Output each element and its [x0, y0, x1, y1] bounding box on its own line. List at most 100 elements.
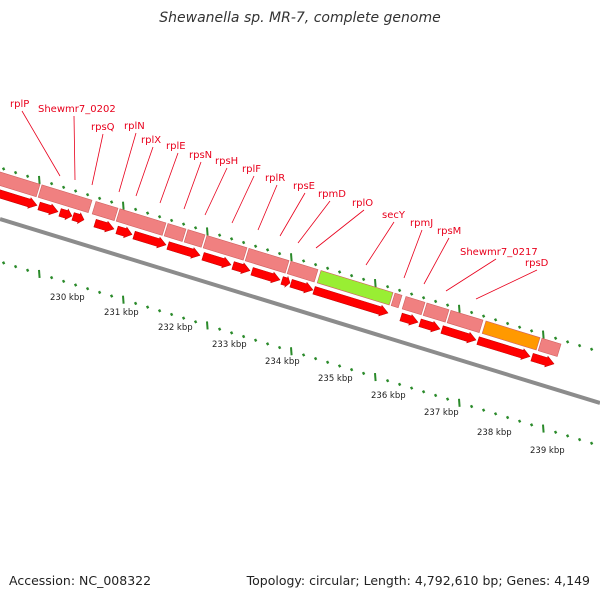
outer-tick	[433, 299, 438, 304]
gene-label-rpsN: rpsN	[189, 150, 212, 161]
gene-arrow	[115, 225, 133, 239]
inner-tick	[181, 316, 186, 320]
outer-tick	[325, 266, 330, 271]
gene-arrow	[71, 212, 85, 225]
feature-box	[446, 309, 484, 333]
outer-tick	[409, 292, 414, 296]
feature-box	[537, 337, 562, 357]
outer-tick	[493, 318, 498, 322]
gene-arrow	[280, 275, 291, 288]
inner-tick	[301, 353, 306, 357]
inner-tick	[97, 290, 102, 295]
inner-tick	[290, 347, 293, 356]
gene-label-Shewmr7_0202: Shewmr7_0202	[38, 104, 116, 115]
leader-line	[297, 200, 331, 244]
outer-tick	[133, 207, 138, 212]
inner-tick	[265, 342, 270, 346]
inner-tick	[169, 312, 174, 317]
leader-line	[365, 221, 395, 266]
outer-tick	[206, 227, 209, 236]
gene-label-rplR: rplR	[265, 173, 285, 184]
inner-tick	[349, 367, 354, 372]
leader-line	[204, 167, 228, 216]
gene-arrow	[399, 312, 419, 326]
gene-label-Shewmr7_0217: Shewmr7_0217	[460, 247, 538, 258]
inner-tick	[253, 338, 258, 342]
gene-labels: rplP Shewmr7_0202 rpsQ rplN rplX rplErpsNrpsH…	[10, 99, 549, 269]
gene-arrow	[440, 325, 477, 344]
outer-tick	[145, 211, 150, 215]
inner-tick	[361, 371, 366, 376]
leader-line	[279, 192, 306, 237]
gene-label-rpsH: rpsH	[215, 156, 238, 167]
gene-arrow	[250, 267, 281, 284]
inner-tick	[313, 356, 318, 361]
kbp-label: 238 kbp	[477, 428, 512, 438]
inner-tick	[445, 397, 450, 401]
feature-box	[91, 201, 119, 221]
inner-tick	[13, 264, 18, 269]
outer-tick	[38, 175, 41, 185]
gene-arrow	[0, 188, 38, 209]
kbp-label: 232 kbp	[158, 323, 193, 333]
topology-text: Topology: circular; Length: 4,792,610 bp…	[246, 573, 590, 588]
outer-tick	[385, 284, 390, 289]
inner-tick	[421, 389, 426, 394]
outer-tick	[517, 325, 522, 329]
inner-tick	[325, 360, 330, 365]
gene-arrow	[231, 261, 251, 274]
gene-arrow	[58, 208, 73, 221]
outer-tick	[337, 270, 342, 274]
inner-tick	[458, 398, 461, 407]
inner-tick	[493, 412, 498, 416]
feature-box	[422, 302, 450, 323]
gene-label-rplP: rplP	[10, 99, 29, 110]
kbp-label: 231 kbp	[104, 308, 139, 318]
gene-arrow	[93, 219, 115, 233]
genome-title: Shewanella sp. MR-7, complete genome	[159, 10, 441, 26]
leader-line	[21, 110, 61, 177]
gene-arrow	[289, 279, 314, 294]
kbp-label: 234 kbp	[265, 357, 300, 367]
leader-line	[73, 115, 76, 181]
inner-tick	[277, 345, 282, 350]
outer-tick	[265, 248, 270, 252]
inner-tick	[241, 334, 246, 339]
outer-tick	[529, 329, 534, 333]
inner-tick	[385, 378, 390, 383]
inner-tick	[145, 305, 150, 309]
leader-line	[159, 152, 179, 204]
inner-tick	[229, 331, 234, 335]
inner-tick	[397, 382, 402, 387]
kbp-label: 239 kbp	[530, 446, 565, 456]
outer-tick	[277, 251, 282, 256]
outer-tick	[229, 237, 234, 241]
gene-arrow	[476, 336, 531, 360]
inner-tick-ring	[1, 261, 594, 445]
inner-tick	[481, 408, 486, 412]
gene-label-rpmJ: rpmJ	[410, 218, 433, 229]
feature-box	[244, 247, 290, 274]
inner-tick	[61, 279, 66, 284]
outer-tick	[565, 340, 570, 344]
gene-label-rpsQ: rpsQ	[91, 122, 115, 133]
feature-box	[115, 208, 167, 236]
inner-tick	[85, 286, 90, 291]
outer-tick	[589, 347, 594, 351]
outer-tick	[253, 244, 258, 248]
leader-line	[315, 209, 365, 249]
inner-tick	[517, 419, 522, 423]
inner-tick	[1, 261, 6, 265]
label-leaders	[21, 110, 538, 300]
kbp-label: 236 kbp	[371, 391, 406, 401]
outer-tick	[542, 330, 545, 339]
outer-tick	[421, 295, 426, 300]
feature-box	[163, 223, 187, 242]
outer-tick	[481, 314, 486, 318]
outer-tick	[122, 201, 125, 210]
gene-arrows	[0, 188, 555, 368]
leader-line	[135, 146, 154, 197]
gene-arrow	[166, 241, 201, 259]
inner-tick	[565, 434, 570, 438]
outer-tick	[458, 304, 461, 313]
